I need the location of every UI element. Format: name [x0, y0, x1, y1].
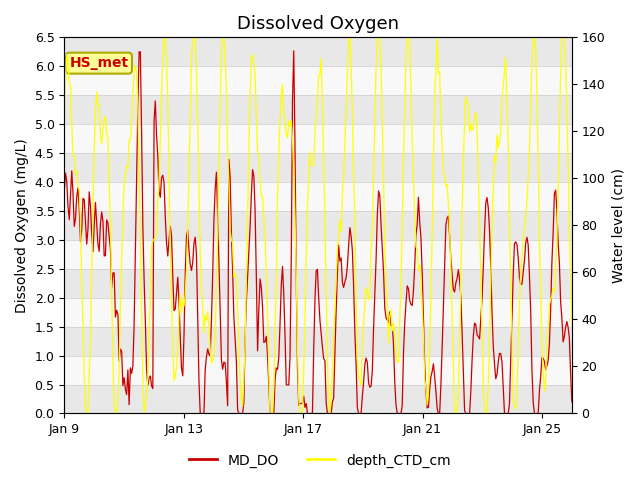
Legend: MD_DO, depth_CTD_cm: MD_DO, depth_CTD_cm — [184, 448, 456, 473]
Y-axis label: Dissolved Oxygen (mg/L): Dissolved Oxygen (mg/L) — [15, 138, 29, 313]
Bar — [64, 356, 572, 384]
Bar — [64, 327, 572, 356]
Bar — [64, 240, 572, 269]
Bar — [64, 124, 572, 153]
Bar — [64, 384, 572, 413]
Bar — [64, 298, 572, 327]
Bar — [64, 182, 572, 211]
Bar — [64, 66, 572, 95]
Text: HS_met: HS_met — [69, 56, 129, 70]
Bar — [64, 211, 572, 240]
Bar — [64, 37, 572, 66]
Title: Dissolved Oxygen: Dissolved Oxygen — [237, 15, 399, 33]
Bar — [64, 95, 572, 124]
Bar — [64, 153, 572, 182]
Bar — [64, 269, 572, 298]
Y-axis label: Water level (cm): Water level (cm) — [611, 168, 625, 283]
